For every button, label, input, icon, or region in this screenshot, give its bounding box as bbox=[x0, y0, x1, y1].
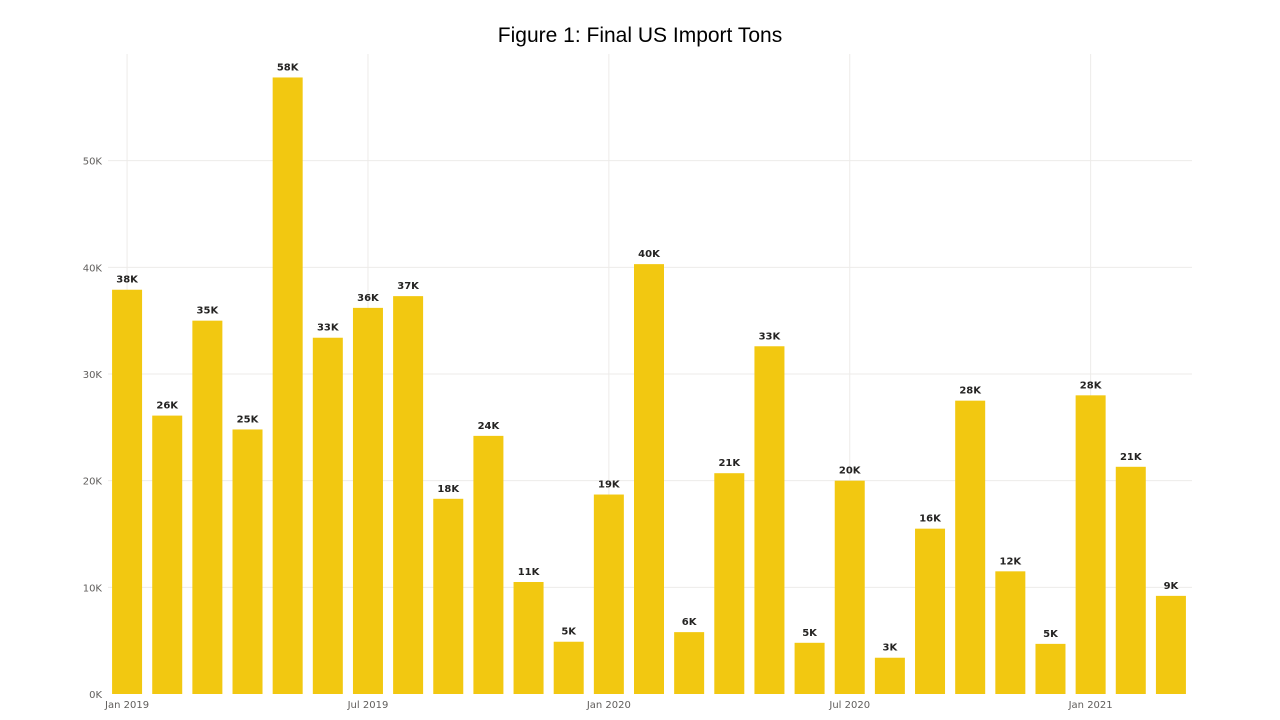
bar[interactable] bbox=[995, 571, 1026, 694]
bar[interactable] bbox=[112, 289, 143, 694]
bar-data-label: 26K bbox=[156, 401, 179, 412]
y-tick-label: 20K bbox=[83, 477, 103, 488]
bar-data-label: 5K bbox=[561, 627, 577, 638]
bar-data-label: 21K bbox=[1120, 452, 1143, 463]
x-tick-label: Jul 2020 bbox=[828, 700, 870, 711]
x-tick-label: Jan 2020 bbox=[586, 700, 631, 711]
bar[interactable] bbox=[553, 641, 584, 694]
bar-data-label: 5K bbox=[1043, 629, 1059, 640]
bar-data-label: 3K bbox=[883, 643, 899, 654]
y-tick-label: 40K bbox=[83, 263, 103, 274]
bar[interactable] bbox=[915, 528, 946, 694]
bar-data-label: 16K bbox=[919, 514, 942, 525]
bar[interactable] bbox=[634, 264, 664, 694]
bar[interactable] bbox=[473, 435, 504, 694]
bar[interactable] bbox=[312, 337, 343, 694]
bar[interactable] bbox=[433, 498, 464, 694]
bar-data-label: 25K bbox=[237, 414, 260, 425]
bar[interactable] bbox=[874, 657, 905, 694]
bar[interactable] bbox=[152, 415, 183, 694]
bar[interactable] bbox=[1035, 643, 1066, 694]
bar[interactable] bbox=[232, 429, 263, 694]
y-tick-label: 30K bbox=[83, 370, 103, 381]
bar[interactable] bbox=[754, 346, 785, 694]
bar[interactable] bbox=[513, 582, 544, 694]
bars bbox=[112, 77, 1186, 694]
bar-data-label: 28K bbox=[959, 386, 982, 397]
x-tick-label: Jul 2019 bbox=[347, 700, 389, 711]
bar-data-label: 18K bbox=[437, 484, 460, 495]
bar[interactable] bbox=[834, 480, 865, 694]
bar-data-label: 40K bbox=[638, 249, 661, 260]
bar[interactable] bbox=[674, 632, 705, 694]
bar[interactable] bbox=[393, 296, 424, 694]
data-labels: 38K 26K 35K 25K 58K 33K 36K 37K 18K 24K 11K 5K 19K 40… bbox=[116, 62, 1179, 653]
bar-data-label: 20K bbox=[839, 466, 862, 477]
bar[interactable] bbox=[1155, 595, 1186, 694]
bar[interactable] bbox=[352, 307, 383, 694]
bar-data-label: 19K bbox=[598, 480, 621, 491]
bar[interactable] bbox=[794, 642, 825, 694]
bar-data-label: 12K bbox=[999, 556, 1022, 567]
bar[interactable] bbox=[1115, 466, 1146, 694]
bar-data-label: 6K bbox=[682, 617, 698, 628]
x-tick-label: Jan 2021 bbox=[1068, 700, 1113, 711]
bar-data-label: 58K bbox=[277, 62, 300, 73]
bar-data-label: 36K bbox=[357, 293, 380, 304]
bar[interactable] bbox=[272, 77, 303, 694]
bar-data-label: 35K bbox=[197, 306, 220, 317]
bar-data-label: 24K bbox=[478, 421, 501, 432]
y-tick-label: 0K bbox=[89, 690, 102, 701]
bar[interactable] bbox=[955, 400, 986, 694]
x-axis: Jan 2019 Jul 2019 Jan 2020 Jul 2020 Jan 2021 bbox=[104, 700, 1113, 711]
chart-title: Figure 1: Final US Import Tons bbox=[497, 24, 783, 47]
bar-data-label: 28K bbox=[1080, 380, 1103, 391]
bar-data-label: 11K bbox=[518, 567, 541, 578]
bar-data-label: 5K bbox=[802, 628, 818, 639]
x-tick-label: Jan 2019 bbox=[104, 700, 149, 711]
y-axis: 0K 10K 20K 30K 40K 50K bbox=[83, 157, 103, 701]
bar-data-label: 9K bbox=[1164, 581, 1180, 592]
bar-data-label: 33K bbox=[317, 323, 340, 334]
bar[interactable] bbox=[1075, 395, 1106, 694]
bar[interactable] bbox=[593, 494, 624, 694]
bar-data-label: 38K bbox=[116, 275, 139, 286]
y-tick-label: 10K bbox=[83, 583, 103, 594]
bar-data-label: 37K bbox=[397, 281, 420, 292]
bar-data-label: 33K bbox=[759, 331, 782, 342]
bar[interactable] bbox=[714, 473, 745, 694]
bar[interactable] bbox=[192, 320, 223, 694]
y-tick-label: 50K bbox=[83, 157, 103, 168]
bar-data-label: 21K bbox=[718, 458, 741, 469]
